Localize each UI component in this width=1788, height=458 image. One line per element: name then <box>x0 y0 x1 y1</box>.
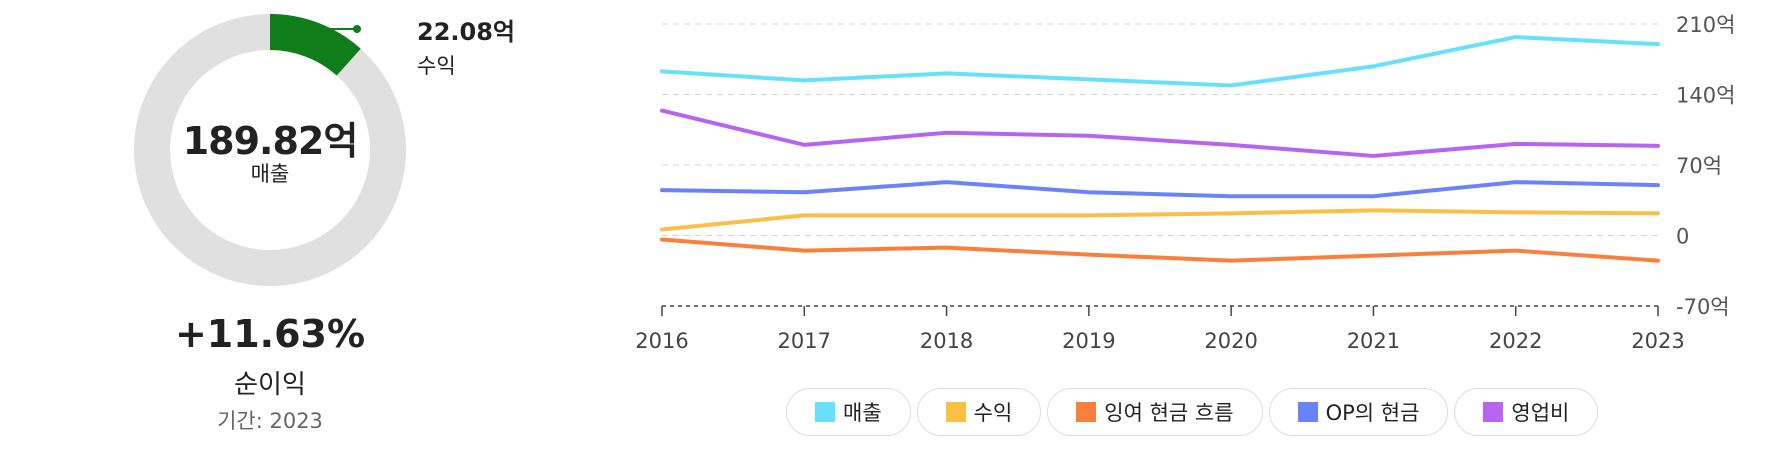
donut-center-label: 매출 <box>250 162 290 186</box>
x-tick-label: 2018 <box>920 329 973 353</box>
legend-label-earnings: 수익 <box>973 401 1013 425</box>
legend-swatch-earnings <box>945 402 966 422</box>
legend-label-free-cash-flow: 잉여 현금 흐름 <box>1104 401 1234 425</box>
callout-dot <box>353 25 361 33</box>
series-line-1[interactable] <box>660 208 1660 232</box>
x-tick-label: 2016 <box>635 329 688 353</box>
y-tick-label: 210억 <box>1676 13 1735 37</box>
net-income-label: 순이익 <box>234 370 306 400</box>
legend-swatch-operating-cash <box>1297 402 1318 422</box>
callout-value: 22.08억 <box>417 18 515 46</box>
x-tick-label: 2019 <box>1062 329 1115 353</box>
legend-swatch-revenue <box>815 402 835 422</box>
chart-legend: 매출 수익 잉여 현금 흐름 OP의 현금 영업비 <box>786 388 1599 436</box>
legend-label-operating-cash: OP의 현금 <box>1325 401 1420 425</box>
donut-center-value: 189.82억 <box>182 119 359 163</box>
line-chart: 210억 140억 70억 0 -70억 2016 2017 2018 2019 2020 2021… <box>635 13 1735 353</box>
series-line-0[interactable] <box>660 35 1660 88</box>
legend-item-operating-cash[interactable]: OP의 현금 <box>1268 388 1449 436</box>
callout-label: 수익 <box>417 54 456 78</box>
legend-swatch-free-cash-flow <box>1076 402 1097 422</box>
x-tick-label: 2023 <box>1631 329 1684 353</box>
y-tick-label: 70억 <box>1676 154 1722 178</box>
series-line-4[interactable] <box>660 108 1660 158</box>
legend-swatch-operating-expenses <box>1483 402 1504 422</box>
x-tick-label: 2017 <box>778 329 831 353</box>
net-income-change: +11.63% <box>174 312 366 356</box>
x-tick-label: 2020 <box>1204 329 1257 353</box>
legend-item-free-cash-flow[interactable]: 잉여 현금 흐름 <box>1047 388 1263 436</box>
x-tick-label: 2022 <box>1489 329 1542 353</box>
legend-item-operating-expenses[interactable]: 영업비 <box>1454 388 1599 436</box>
donut-panel: 189.82억 매출 22.08억 수익 +11.63% 순이익 기간: 202… <box>0 0 560 458</box>
period-label: 기간: <box>217 409 263 433</box>
legend-item-earnings[interactable]: 수익 <box>916 388 1042 436</box>
legend-item-revenue[interactable]: 매출 <box>786 388 911 436</box>
period-value: 2023 <box>269 409 323 433</box>
legend-label-operating-expenses: 영업비 <box>1511 401 1570 425</box>
legend-label-revenue: 매출 <box>843 401 882 425</box>
y-tick-label: 0 <box>1676 225 1689 249</box>
series-line-3[interactable] <box>660 180 1660 199</box>
period-text: 기간: 2023 <box>140 405 400 435</box>
y-tick-label: -70억 <box>1676 295 1730 319</box>
x-tick-label: 2021 <box>1347 329 1400 353</box>
y-tick-label: 140억 <box>1676 84 1735 108</box>
donut-chart <box>134 14 406 286</box>
series-line-2[interactable] <box>660 237 1660 263</box>
